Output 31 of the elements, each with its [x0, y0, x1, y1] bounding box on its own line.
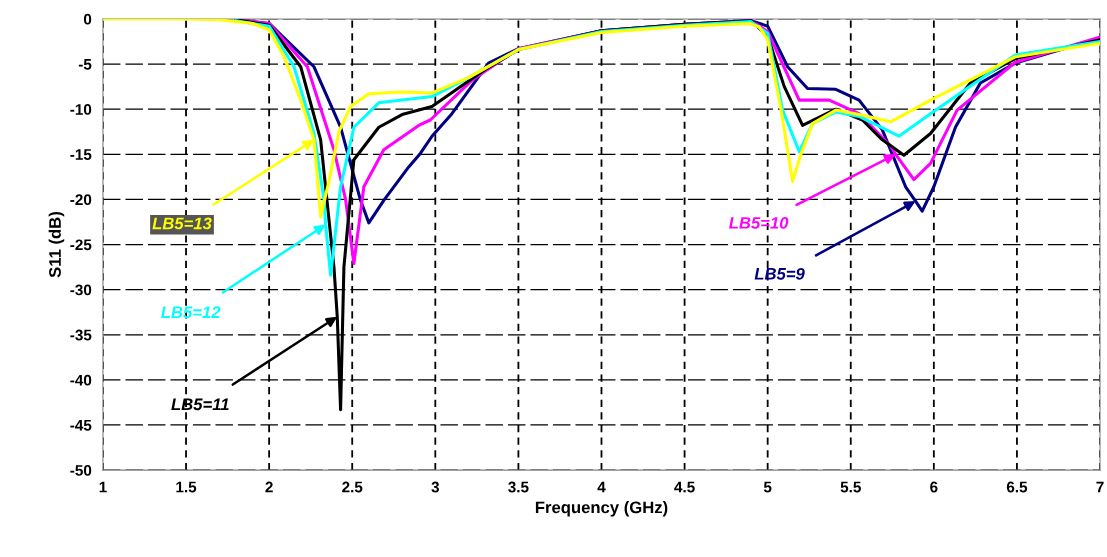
- x-tick-label: 6: [930, 481, 938, 493]
- x-axis-title: Frequency (GHz): [535, 501, 668, 517]
- y-tick-label: -20: [70, 194, 92, 206]
- y-tick-label: -45: [70, 420, 92, 431]
- x-tick-label: 3.5: [508, 481, 529, 493]
- annotation: LB5=13: [152, 217, 212, 230]
- x-tick-label: 5.5: [840, 481, 861, 493]
- x-tick-label: 2: [265, 481, 273, 493]
- x-tick-label: 4.5: [674, 481, 695, 493]
- y-tick-label: -25: [70, 239, 92, 251]
- x-tick-label: 1: [99, 481, 107, 493]
- annotation: LB5=11: [171, 398, 229, 411]
- y-tick-label: -30: [70, 284, 92, 296]
- y-tick-label: -5: [78, 59, 92, 70]
- annotation: LB5=10: [729, 216, 789, 229]
- y-tick-label: 0: [83, 13, 92, 25]
- x-tick-label: 7: [1096, 481, 1104, 493]
- y-tick-label: -35: [70, 329, 92, 341]
- y-tick-label: -50: [70, 464, 92, 476]
- y-tick-label: -40: [70, 374, 92, 386]
- x-tick-label: 1.5: [176, 481, 197, 493]
- annotation: LB5=12: [161, 306, 221, 319]
- y-axis-title: S11 (dB): [48, 212, 65, 278]
- x-tick-label: 6.5: [1006, 481, 1028, 493]
- x-tick-label: 4: [597, 481, 606, 493]
- y-tick-label: -10: [70, 104, 92, 115]
- annotation: LB5=9: [754, 267, 805, 280]
- x-tick-label: 3: [431, 481, 440, 493]
- x-tick-label: 2.5: [342, 481, 363, 493]
- y-tick-label: -15: [70, 149, 92, 160]
- x-tick-label: 5: [763, 481, 772, 493]
